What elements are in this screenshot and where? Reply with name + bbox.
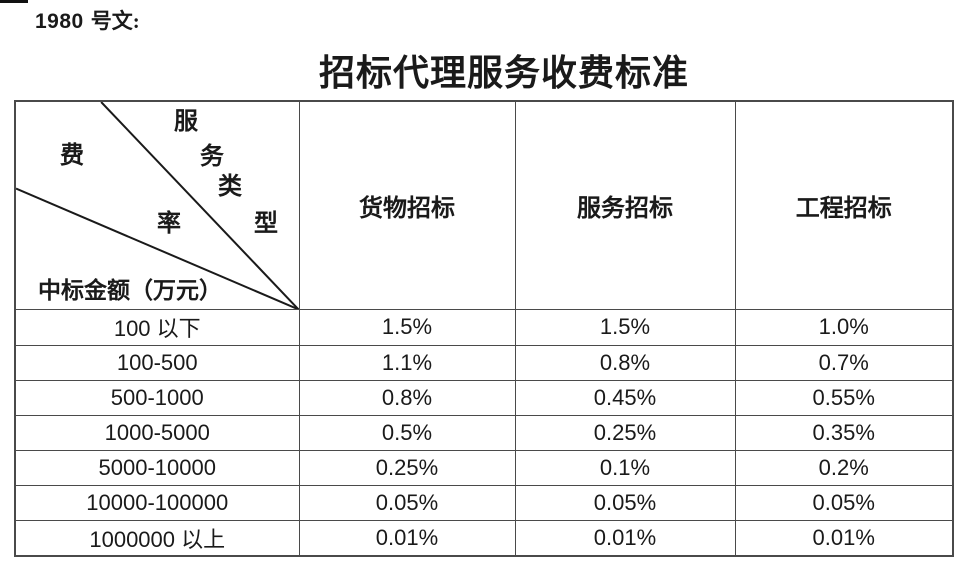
fee-value-cell: 1.5% bbox=[298, 309, 516, 346]
fee-value-cell: 1.0% bbox=[734, 309, 954, 346]
fee-value-cell: 0.25% bbox=[514, 414, 736, 451]
fee-value-cell: 1.5% bbox=[514, 309, 736, 346]
fee-value-cell: 0.7% bbox=[734, 344, 954, 381]
fee-value-cell: 0.01% bbox=[734, 520, 954, 557]
fee-value-cell: 0.1% bbox=[514, 449, 736, 487]
fee-standard-table: 服 费 务 类 率 型 中标金额（万元） 货物招标 服务招标 工程招标 100 … bbox=[14, 100, 954, 557]
table-row: 500-1000 0.8% 0.45% 0.55% bbox=[14, 379, 954, 416]
row-label-cell: 100-500 bbox=[14, 344, 300, 381]
doc-number-label: 号文: bbox=[90, 9, 140, 33]
page-title: 招标代理服务收费标准 bbox=[318, 53, 689, 93]
row-label-cell: 1000-5000 bbox=[14, 414, 300, 451]
fee-rate-label-char: 费 bbox=[60, 143, 84, 169]
fee-value-cell: 1.1% bbox=[298, 344, 516, 381]
row-label-cell: 100 以下 bbox=[14, 309, 300, 346]
fee-value-cell: 0.01% bbox=[514, 520, 736, 557]
fee-value-cell: 0.8% bbox=[514, 344, 736, 381]
table-row: 5000-10000 0.25% 0.1% 0.2% bbox=[14, 449, 954, 487]
column-header-services: 服务招标 bbox=[514, 100, 736, 311]
table-row: 10000-100000 0.05% 0.05% 0.05% bbox=[14, 485, 954, 522]
column-header-works: 工程招标 bbox=[734, 100, 954, 311]
table-row: 100 以下 1.5% 1.5% 1.0% bbox=[14, 309, 954, 346]
doc-number: 1980 bbox=[35, 10, 84, 33]
service-type-label-char: 类 bbox=[218, 174, 242, 200]
diagonal-divider-lines bbox=[16, 102, 298, 309]
service-type-label-char: 服 bbox=[174, 109, 198, 135]
fee-value-cell: 0.8% bbox=[298, 379, 516, 416]
row-label-cell: 500-1000 bbox=[14, 379, 300, 416]
page-edge-mark bbox=[0, 0, 28, 3]
fee-value-cell: 0.35% bbox=[734, 414, 954, 451]
fee-value-cell: 0.2% bbox=[734, 449, 954, 487]
service-type-label-char: 务 bbox=[200, 144, 224, 170]
diagonal-header-cell: 服 费 务 类 率 型 中标金额（万元） bbox=[14, 100, 300, 311]
row-label-cell: 1000000 以上 bbox=[14, 520, 300, 557]
table-row: 1000000 以上 0.01% 0.01% 0.01% bbox=[14, 520, 954, 557]
column-header-goods: 货物招标 bbox=[298, 100, 516, 311]
fee-value-cell: 0.45% bbox=[514, 379, 736, 416]
fee-value-cell: 0.55% bbox=[734, 379, 954, 416]
fee-value-cell: 0.05% bbox=[298, 485, 516, 522]
doc-reference: 1980 号文: bbox=[35, 5, 140, 35]
fee-value-cell: 0.05% bbox=[514, 485, 736, 522]
service-type-label-char: 型 bbox=[254, 211, 278, 237]
fee-value-cell: 0.5% bbox=[298, 414, 516, 451]
table-row: 1000-5000 0.5% 0.25% 0.35% bbox=[14, 414, 954, 451]
row-label-cell: 10000-100000 bbox=[14, 485, 300, 522]
fee-value-cell: 0.01% bbox=[298, 520, 516, 557]
row-label-cell: 5000-10000 bbox=[14, 449, 300, 487]
table-row: 100-500 1.1% 0.8% 0.7% bbox=[14, 344, 954, 381]
fee-value-cell: 0.05% bbox=[734, 485, 954, 522]
amount-axis-label: 中标金额（万元） bbox=[38, 277, 222, 303]
fee-value-cell: 0.25% bbox=[298, 449, 516, 487]
fee-rate-label-char: 率 bbox=[157, 211, 181, 237]
table-header-row: 服 费 务 类 率 型 中标金额（万元） 货物招标 服务招标 工程招标 bbox=[14, 100, 954, 311]
